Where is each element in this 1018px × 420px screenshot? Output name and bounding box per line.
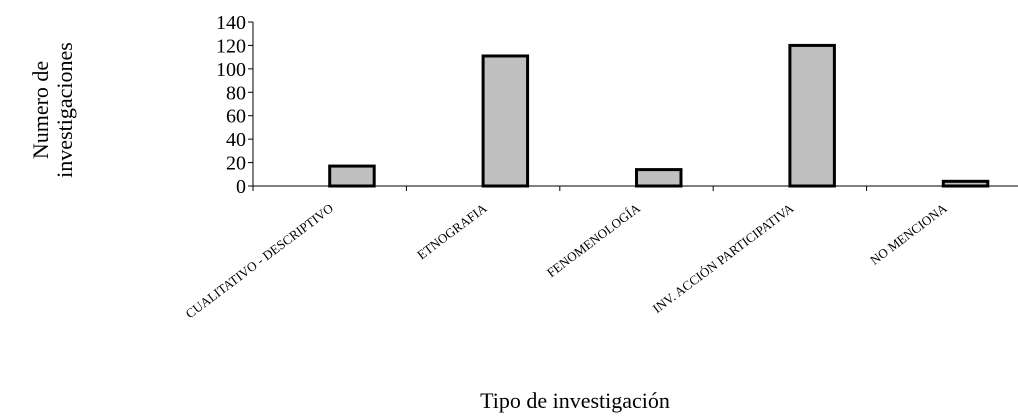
- y-tick-label: 100: [216, 59, 246, 81]
- category-labels: CUALITATIVO - DESCRIPTIVO ETNOGRAFIA FENOM…: [183, 200, 951, 321]
- y-axis-title-line-1: Numero de: [28, 61, 53, 159]
- y-tick-label: 60: [226, 106, 246, 128]
- y-tick-label: 20: [226, 153, 246, 175]
- bar: [328, 164, 376, 188]
- x-axis-ticks: [252, 186, 868, 191]
- x-category-label: FENOMENOLOGÍA: [544, 200, 643, 280]
- x-category-label: ETNOGRAFIA: [414, 200, 490, 262]
- x-category-label: NO MENCIONA: [867, 200, 950, 268]
- y-tick-label: 80: [226, 82, 246, 104]
- y-tick-label: 0: [236, 176, 246, 198]
- x-category-label: CUALITATIVO - DESCRIPTIVO: [183, 200, 337, 321]
- y-tick-label: 40: [226, 129, 246, 151]
- x-category-label: INV. ACCIÓN PARTICIPATIVA: [650, 200, 797, 316]
- x-axis-title: Tipo de investigación: [480, 388, 670, 413]
- bar: [481, 54, 530, 188]
- bar: [941, 179, 990, 188]
- bar: [635, 168, 683, 188]
- y-tick-label: 120: [216, 35, 246, 57]
- y-tick-label: 140: [216, 12, 246, 34]
- y-axis-title-line-2: investigaciones: [52, 42, 77, 178]
- bars: [328, 43, 990, 188]
- bar: [788, 43, 836, 188]
